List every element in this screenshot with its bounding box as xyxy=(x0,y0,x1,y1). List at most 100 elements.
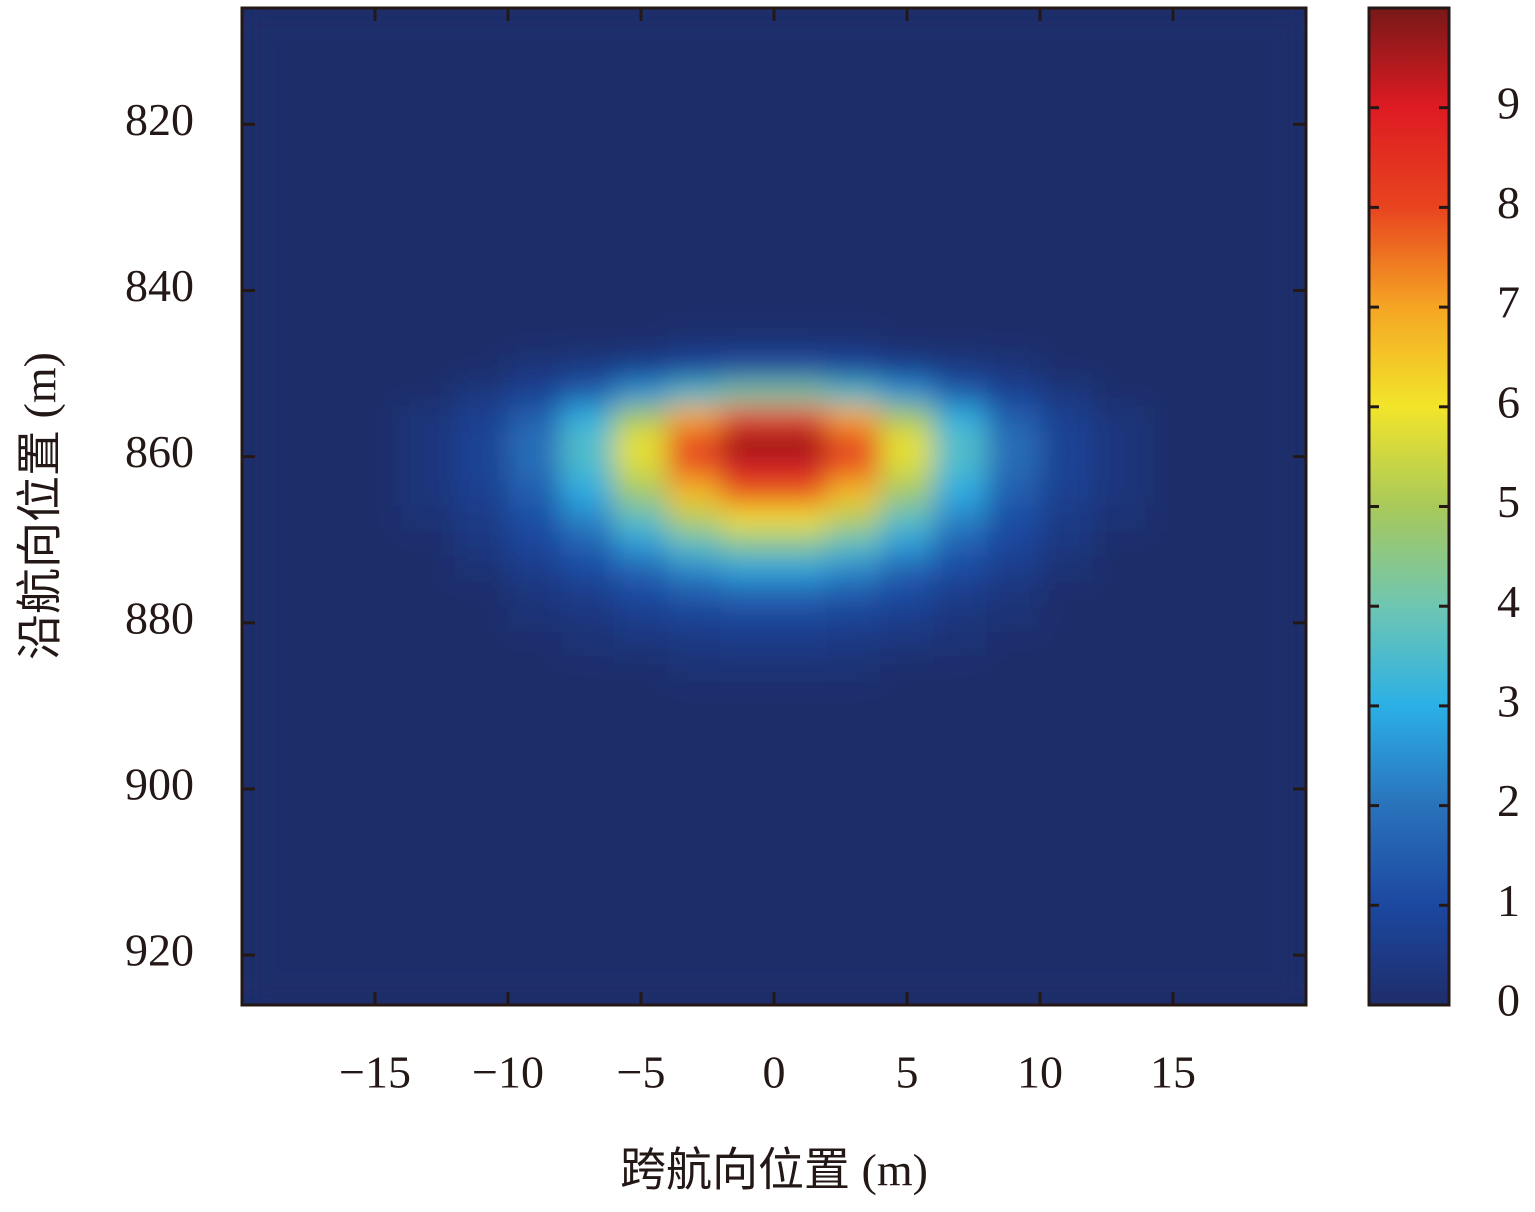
heatmap-cell xyxy=(826,181,881,208)
heatmap-cell xyxy=(294,630,349,657)
heatmap-cell xyxy=(879,805,935,832)
heatmap-cell xyxy=(1092,705,1147,732)
colorbar-tick-label: 0 xyxy=(1497,975,1520,1026)
heatmap-cell xyxy=(613,680,669,707)
heatmap-cell xyxy=(1145,32,1201,59)
heatmap-cell xyxy=(242,755,296,782)
heatmap-cell xyxy=(1092,306,1147,333)
y-tick-label: 840 xyxy=(125,260,194,311)
heatmap-cell xyxy=(401,431,456,458)
heatmap-cell xyxy=(454,805,509,832)
heatmap-cell xyxy=(879,655,935,682)
heatmap-cell xyxy=(1145,57,1201,84)
heatmap-cell xyxy=(1039,530,1094,557)
heatmap-cell xyxy=(613,555,669,582)
heatmap-cell xyxy=(773,431,828,458)
heatmap-cell xyxy=(826,132,881,159)
heatmap-cell xyxy=(347,705,403,732)
heatmap-cell xyxy=(1252,904,1306,931)
heatmap-cell xyxy=(720,8,775,34)
colorbar-tick-label: 3 xyxy=(1497,675,1520,726)
heatmap-cell xyxy=(773,854,828,881)
heatmap-cell xyxy=(933,431,988,458)
heatmap-cell xyxy=(560,555,615,582)
heatmap-cell xyxy=(1092,107,1147,134)
heatmap-cell xyxy=(560,755,615,782)
heatmap-cell xyxy=(1199,32,1254,59)
heatmap-cell xyxy=(667,306,722,333)
heatmap-cell xyxy=(667,406,722,433)
heatmap-cell xyxy=(879,181,935,208)
heatmap-cell xyxy=(1252,879,1306,906)
heatmap-cell xyxy=(1252,206,1306,233)
heatmap-cell xyxy=(1039,904,1094,931)
heatmap-cell xyxy=(1252,456,1306,483)
heatmap-cell xyxy=(1199,780,1254,807)
heatmap-cell xyxy=(1092,854,1147,881)
heatmap-cell xyxy=(1145,730,1201,757)
heatmap-cell xyxy=(879,206,935,233)
heatmap-cell xyxy=(242,381,296,408)
heatmap-cell xyxy=(560,406,615,433)
heatmap-cell xyxy=(560,281,615,308)
heatmap-cell xyxy=(347,82,403,109)
heatmap-cell xyxy=(294,8,349,34)
heatmap-cell xyxy=(1252,530,1306,557)
heatmap-cell xyxy=(613,281,669,308)
heatmap-cell xyxy=(1092,879,1147,906)
heatmap-cell xyxy=(720,157,775,183)
heatmap-cell xyxy=(826,655,881,682)
heatmap-cell xyxy=(401,605,456,632)
heatmap-cell xyxy=(1252,655,1306,682)
heatmap-cell xyxy=(1039,256,1094,283)
heatmap-cell xyxy=(986,680,1041,707)
heatmap-cell xyxy=(613,406,669,433)
heatmap-cell xyxy=(401,979,456,1005)
x-tick-label: −5 xyxy=(617,1047,666,1098)
heatmap-cell xyxy=(1199,406,1254,433)
heatmap-cell xyxy=(667,356,722,383)
heatmap-cell xyxy=(986,630,1041,657)
heatmap-cell xyxy=(826,555,881,582)
heatmap-cell xyxy=(347,780,403,807)
heatmap-cell xyxy=(294,306,349,333)
heatmap-cell xyxy=(507,82,562,109)
heatmap-cell xyxy=(401,331,456,358)
heatmap-cell xyxy=(454,879,509,906)
heatmap-cell xyxy=(986,256,1041,283)
heatmap-cell xyxy=(1252,431,1306,458)
heatmap-cell xyxy=(986,705,1041,732)
heatmap-cell xyxy=(294,431,349,458)
y-tick-label: 920 xyxy=(125,925,194,976)
heatmap-cell xyxy=(401,730,456,757)
heatmap-cell xyxy=(933,680,988,707)
heatmap-cell xyxy=(933,979,988,1005)
heatmap-cell xyxy=(773,157,828,183)
heatmap-cell xyxy=(1092,181,1147,208)
heatmap-cell xyxy=(294,256,349,283)
x-tick-label: −10 xyxy=(472,1047,544,1098)
heatmap-cell xyxy=(454,431,509,458)
heatmap-cell xyxy=(720,431,775,458)
heatmap-cell xyxy=(667,680,722,707)
heatmap-cell xyxy=(347,157,403,183)
heatmap-cell xyxy=(401,57,456,84)
heatmap-cell xyxy=(986,82,1041,109)
heatmap-cell xyxy=(347,805,403,832)
heatmap-cell xyxy=(454,256,509,283)
heatmap-cell xyxy=(879,107,935,134)
heatmap-cell xyxy=(1252,506,1306,532)
heatmap-cell xyxy=(1145,456,1201,483)
heatmap-cell xyxy=(560,830,615,856)
heatmap-cell xyxy=(401,530,456,557)
x-tick-label: 0 xyxy=(763,1047,786,1098)
heatmap-cell xyxy=(560,904,615,931)
heatmap-cell xyxy=(1145,256,1201,283)
heatmap-cell xyxy=(454,107,509,134)
heatmap-cell xyxy=(613,655,669,682)
heatmap-cell xyxy=(347,256,403,283)
heatmap-cell xyxy=(507,879,562,906)
heatmap-cell xyxy=(667,954,722,981)
heatmap-cell xyxy=(507,231,562,258)
heatmap-cell xyxy=(986,456,1041,483)
